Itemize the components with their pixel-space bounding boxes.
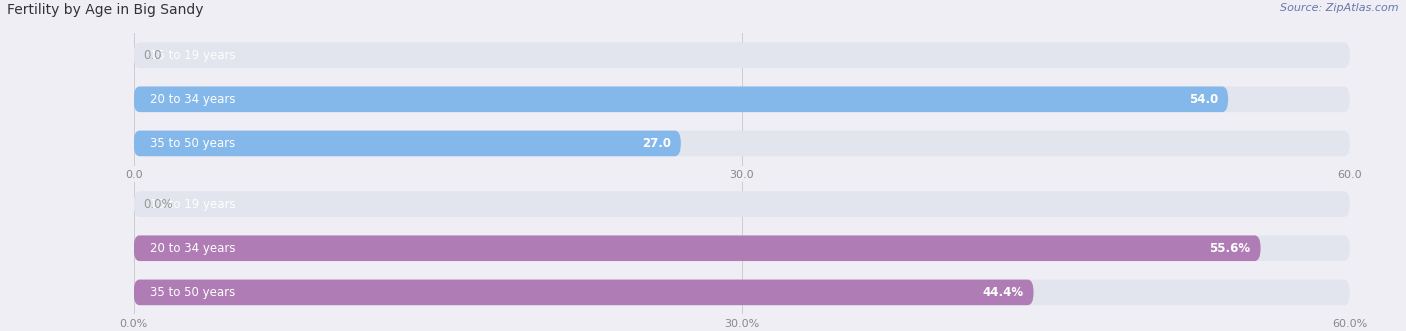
Text: 20 to 34 years: 20 to 34 years	[150, 93, 235, 106]
Text: 15 to 19 years: 15 to 19 years	[150, 49, 235, 62]
FancyBboxPatch shape	[134, 280, 1350, 305]
FancyBboxPatch shape	[134, 131, 1350, 156]
FancyBboxPatch shape	[134, 235, 1350, 261]
FancyBboxPatch shape	[134, 280, 1033, 305]
Text: 27.0: 27.0	[641, 137, 671, 150]
Text: 15 to 19 years: 15 to 19 years	[150, 198, 235, 211]
Text: 35 to 50 years: 35 to 50 years	[150, 286, 235, 299]
Text: 0.0%: 0.0%	[143, 198, 173, 211]
Text: 20 to 34 years: 20 to 34 years	[150, 242, 235, 255]
Text: 54.0: 54.0	[1188, 93, 1218, 106]
FancyBboxPatch shape	[134, 131, 681, 156]
Text: Source: ZipAtlas.com: Source: ZipAtlas.com	[1281, 3, 1399, 13]
Text: 55.6%: 55.6%	[1209, 242, 1250, 255]
FancyBboxPatch shape	[134, 235, 1261, 261]
Text: 0.0: 0.0	[143, 49, 162, 62]
Text: Fertility by Age in Big Sandy: Fertility by Age in Big Sandy	[7, 3, 204, 17]
FancyBboxPatch shape	[134, 42, 1350, 68]
Text: 44.4%: 44.4%	[983, 286, 1024, 299]
FancyBboxPatch shape	[134, 86, 1229, 112]
Text: 35 to 50 years: 35 to 50 years	[150, 137, 235, 150]
FancyBboxPatch shape	[134, 191, 1350, 217]
FancyBboxPatch shape	[134, 86, 1350, 112]
